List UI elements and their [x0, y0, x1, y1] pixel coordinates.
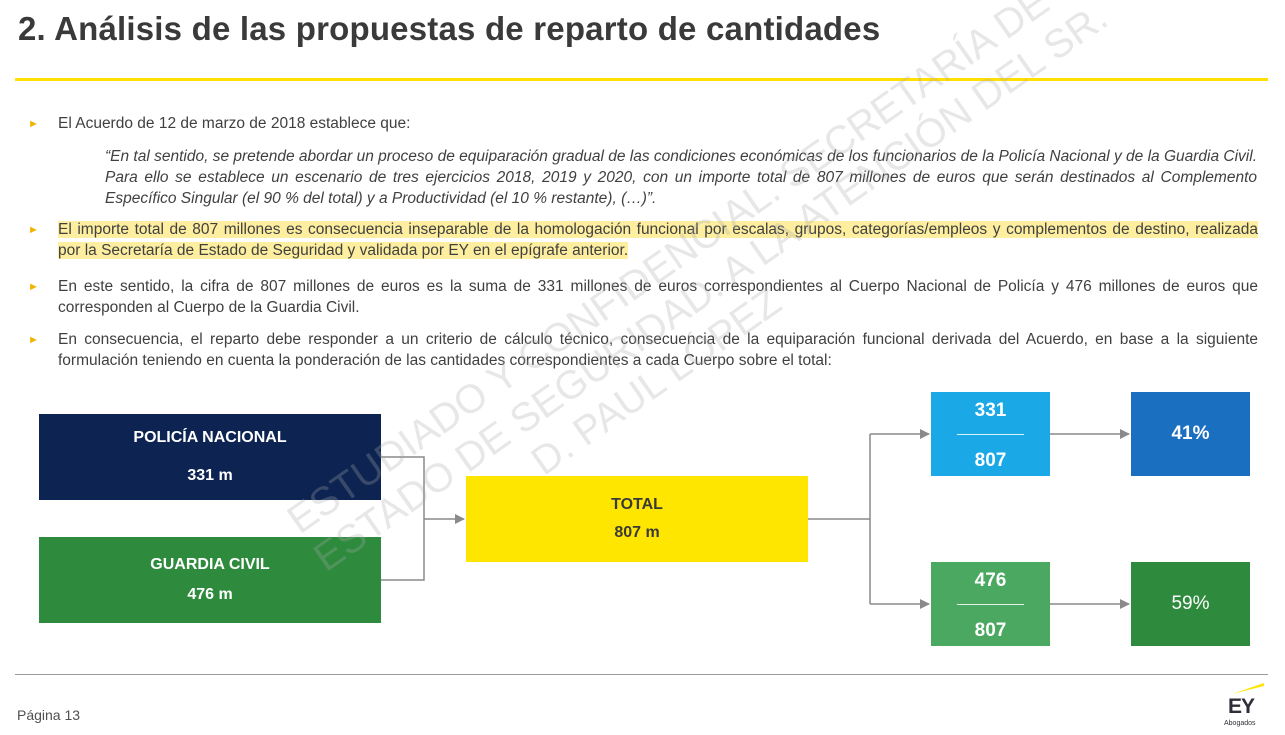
footer-divider — [15, 674, 1268, 675]
fraction-bar — [957, 434, 1024, 435]
fraction-guardia: 476 807 — [931, 562, 1050, 646]
page-title: 2. Análisis de las propuestas de reparto… — [18, 10, 881, 47]
bullet-triangle-icon: ► — [28, 224, 39, 236]
fraction-policia-denominator: 807 — [974, 450, 1007, 471]
ey-logo-beam-icon — [1232, 683, 1264, 694]
paragraph-acuerdo: El Acuerdo de 12 de marzo de 2018 establ… — [58, 115, 411, 132]
ey-logo-text: EY — [1228, 695, 1255, 718]
paragraph-consecuencia: En consecuencia, el reparto debe respond… — [58, 331, 1258, 369]
box-total: TOTAL 807 m — [466, 476, 808, 562]
paragraph-importe-total: El importe total de 807 millones es cons… — [58, 219, 1258, 261]
box-policia-nacional: POLICÍA NACIONAL 331 m — [39, 414, 381, 500]
box-total-label: TOTAL — [611, 496, 663, 513]
fraction-guardia-denominator: 807 — [974, 620, 1007, 641]
ey-logo: EY Abogados — [1218, 680, 1268, 732]
title-underline — [15, 78, 1268, 81]
box-guardia-civil: GUARDIA CIVIL 476 m — [39, 537, 381, 623]
bullet-triangle-icon: ► — [28, 334, 39, 346]
paragraph-suma: En este sentido, la cifra de 807 millone… — [58, 278, 1258, 316]
box-guardia-label: GUARDIA CIVIL — [150, 556, 270, 573]
page-number: Página 13 — [17, 707, 81, 723]
percentage-policia: 41% — [1131, 392, 1250, 476]
box-total-value: 807 m — [614, 524, 660, 541]
bullet-triangle-icon: ► — [28, 118, 39, 130]
box-policia-value: 331 m — [187, 467, 233, 484]
fraction-bar — [957, 604, 1024, 605]
highlighted-text: El importe total de 807 millones es cons… — [58, 221, 1258, 259]
quote-block: “En tal sentido, se pretende abordar un … — [105, 148, 1257, 207]
percentage-guardia: 59% — [1131, 562, 1250, 646]
ey-logo-subtext: Abogados — [1224, 720, 1256, 727]
fraction-policia-numerator: 331 — [974, 400, 1007, 421]
box-policia-label: POLICÍA NACIONAL — [133, 429, 287, 446]
bullet-triangle-icon: ► — [28, 281, 39, 293]
fraction-policia: 331 807 — [931, 392, 1050, 476]
fraction-guardia-numerator: 476 — [974, 570, 1007, 591]
box-guardia-value: 476 m — [187, 586, 233, 603]
